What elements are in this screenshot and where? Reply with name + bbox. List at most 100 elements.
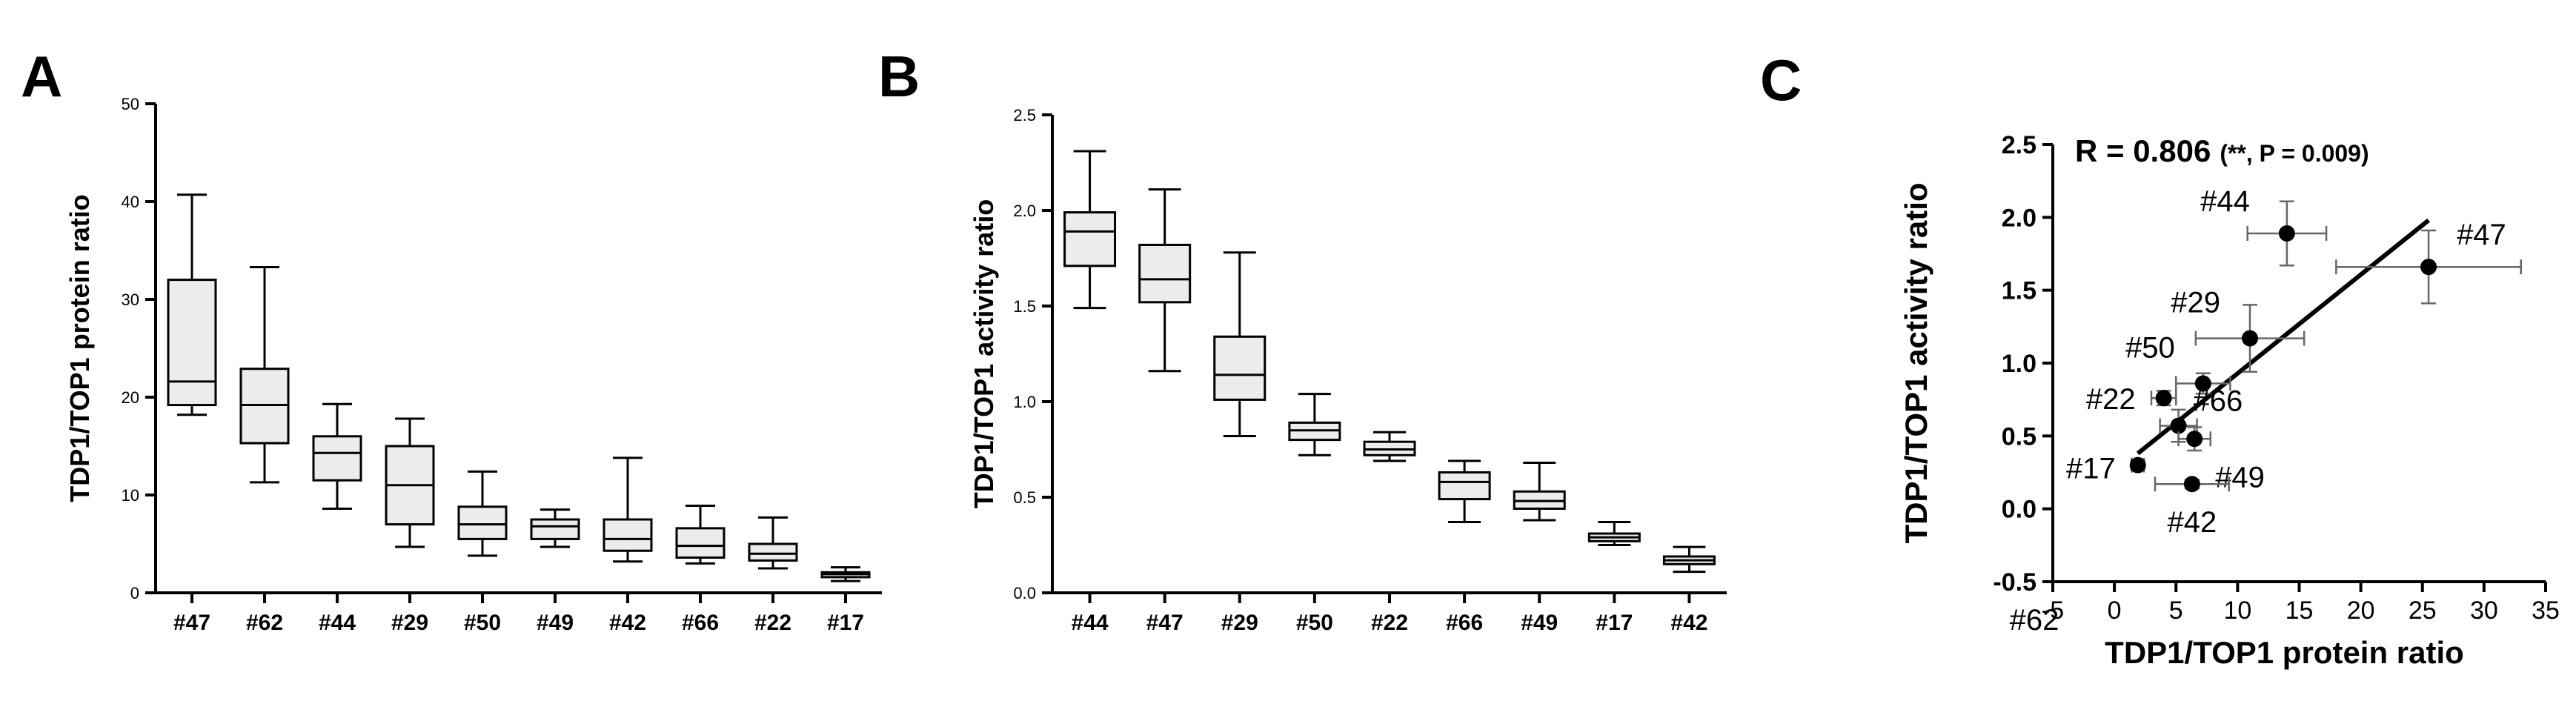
x-tick-label: #29 (1221, 611, 1258, 635)
data-point (2155, 390, 2172, 407)
point-sample-44 (2246, 200, 2328, 267)
x-tick-label: #47 (1146, 611, 1184, 635)
box-sample-42 (602, 456, 653, 563)
regression-line (2136, 218, 2430, 456)
y-tick-label: 20 (122, 388, 139, 407)
data-point (2420, 259, 2437, 276)
iqr-box (1438, 471, 1491, 501)
iqr-box (675, 527, 726, 559)
x-tick-label: #50 (1296, 611, 1333, 635)
correlation-r: R = 0.806 (2075, 133, 2211, 168)
correlation-p: (**, P = 0.009) (2220, 140, 2368, 167)
box-sample-17 (820, 566, 871, 582)
point-label: #44 (2200, 185, 2250, 218)
box-sample-66 (1438, 459, 1491, 524)
x-tick-label: 5 (2169, 597, 2183, 625)
box-sample-29 (385, 417, 435, 548)
point-label: #62 (2010, 604, 2059, 637)
x-tick-label: #66 (1446, 611, 1483, 635)
x-tick-label: 25 (2409, 597, 2437, 625)
iqr-box (312, 435, 362, 482)
data-point (2186, 431, 2203, 448)
x-tick-label: -5 (2042, 597, 2064, 625)
x-tick-label: 35 (2532, 597, 2560, 625)
y-tick-label: 0.5 (1013, 488, 1036, 507)
point-sample-47 (2335, 229, 2522, 305)
box-sample-47 (167, 193, 217, 416)
point-label: #42 (2167, 506, 2217, 539)
x-tick-label: #22 (754, 611, 791, 635)
y-tick-label: 2.5 (2002, 131, 2036, 159)
y-tick-label: 50 (122, 95, 139, 113)
point-label: #50 (2125, 332, 2175, 365)
iqr-box (457, 505, 508, 540)
x-tick-label: 0 (2108, 597, 2122, 625)
x-tick-label: #29 (391, 611, 428, 635)
iqr-box (530, 518, 580, 540)
point-sample-49 (2177, 426, 2212, 452)
panel-b-boxplot: 0.0 0.5 1.0 1.5 2.0 2.5 TDP1/TOP1 activity rat… (969, 106, 1727, 635)
iqr-box (1063, 211, 1117, 268)
point-label: #49 (2215, 461, 2265, 494)
iqr-box (167, 279, 217, 407)
iqr-box (602, 518, 653, 552)
data-point (2170, 417, 2187, 434)
x-tick-label: #49 (537, 611, 574, 635)
box-sample-44 (1063, 150, 1117, 310)
x-tick-label: #47 (173, 611, 210, 635)
point-sample-29 (2194, 304, 2306, 373)
x-tick-label: #66 (682, 611, 719, 635)
box-sample-50 (457, 470, 508, 557)
box-sample-22 (748, 516, 798, 570)
y-tick-label: 2.5 (1013, 106, 1036, 124)
iqr-box (748, 542, 798, 562)
y-tick-label: 10 (122, 486, 139, 505)
y-tick-label: -0.5 (1993, 568, 2036, 597)
box-sample-42 (1662, 545, 1716, 574)
point-sample-22 (2150, 390, 2177, 407)
y-tick-label: 0.5 (2002, 422, 2036, 451)
x-tick-label: 20 (2347, 597, 2375, 625)
x-tick-label: 30 (2470, 597, 2498, 625)
y-tick-label: 0 (130, 584, 139, 602)
x-tick-label: #42 (609, 611, 646, 635)
data-point (2183, 476, 2200, 493)
y-axis-label: TDP1/TOP1 protein ratio (64, 194, 95, 502)
box-sample-44 (312, 402, 362, 510)
correlation-annotation: R = 0.806 (**, P = 0.009) (2075, 133, 2369, 168)
panel-letter-a: A (21, 44, 62, 109)
y-tick-label: 1.5 (1013, 297, 1036, 316)
x-tick-label: #50 (464, 611, 501, 635)
point-label: #29 (2171, 287, 2220, 319)
box-sample-49 (1513, 462, 1566, 522)
data-point (2194, 375, 2211, 392)
point-sample-50 (2175, 372, 2231, 395)
x-tick-label: #62 (246, 611, 283, 635)
y-tick-label: 2.0 (2002, 204, 2036, 232)
box-sample-17 (1587, 521, 1641, 546)
x-tick-label: #17 (827, 611, 864, 635)
x-tick-label: #44 (1072, 611, 1109, 635)
y-tick-label: 30 (122, 290, 139, 309)
x-tick-label: #44 (319, 611, 356, 635)
iqr-box (1138, 243, 1192, 304)
y-axis-label: TDP1/TOP1 activity ratio (1899, 182, 1933, 543)
box-sample-29 (1213, 251, 1267, 437)
y-tick-label: 1.0 (2002, 350, 2036, 378)
data-point (2129, 456, 2146, 474)
x-tick-label: #49 (1521, 611, 1558, 635)
box-sample-62 (239, 265, 290, 484)
x-tick-label: #22 (1371, 611, 1408, 635)
point-label: #66 (2194, 385, 2243, 418)
iqr-box (1213, 335, 1267, 401)
y-tick-label: 1.0 (1013, 393, 1036, 411)
y-tick-label: 1.5 (2002, 277, 2036, 305)
point-label: #47 (2457, 219, 2506, 251)
y-tick-label: 40 (122, 193, 139, 211)
y-tick-label: 0.0 (2002, 496, 2036, 524)
x-tick-label: 15 (2285, 597, 2314, 625)
data-point (2242, 330, 2258, 347)
panel-letter-b: B (878, 44, 920, 109)
panel-letter-c: C (1760, 47, 1802, 113)
